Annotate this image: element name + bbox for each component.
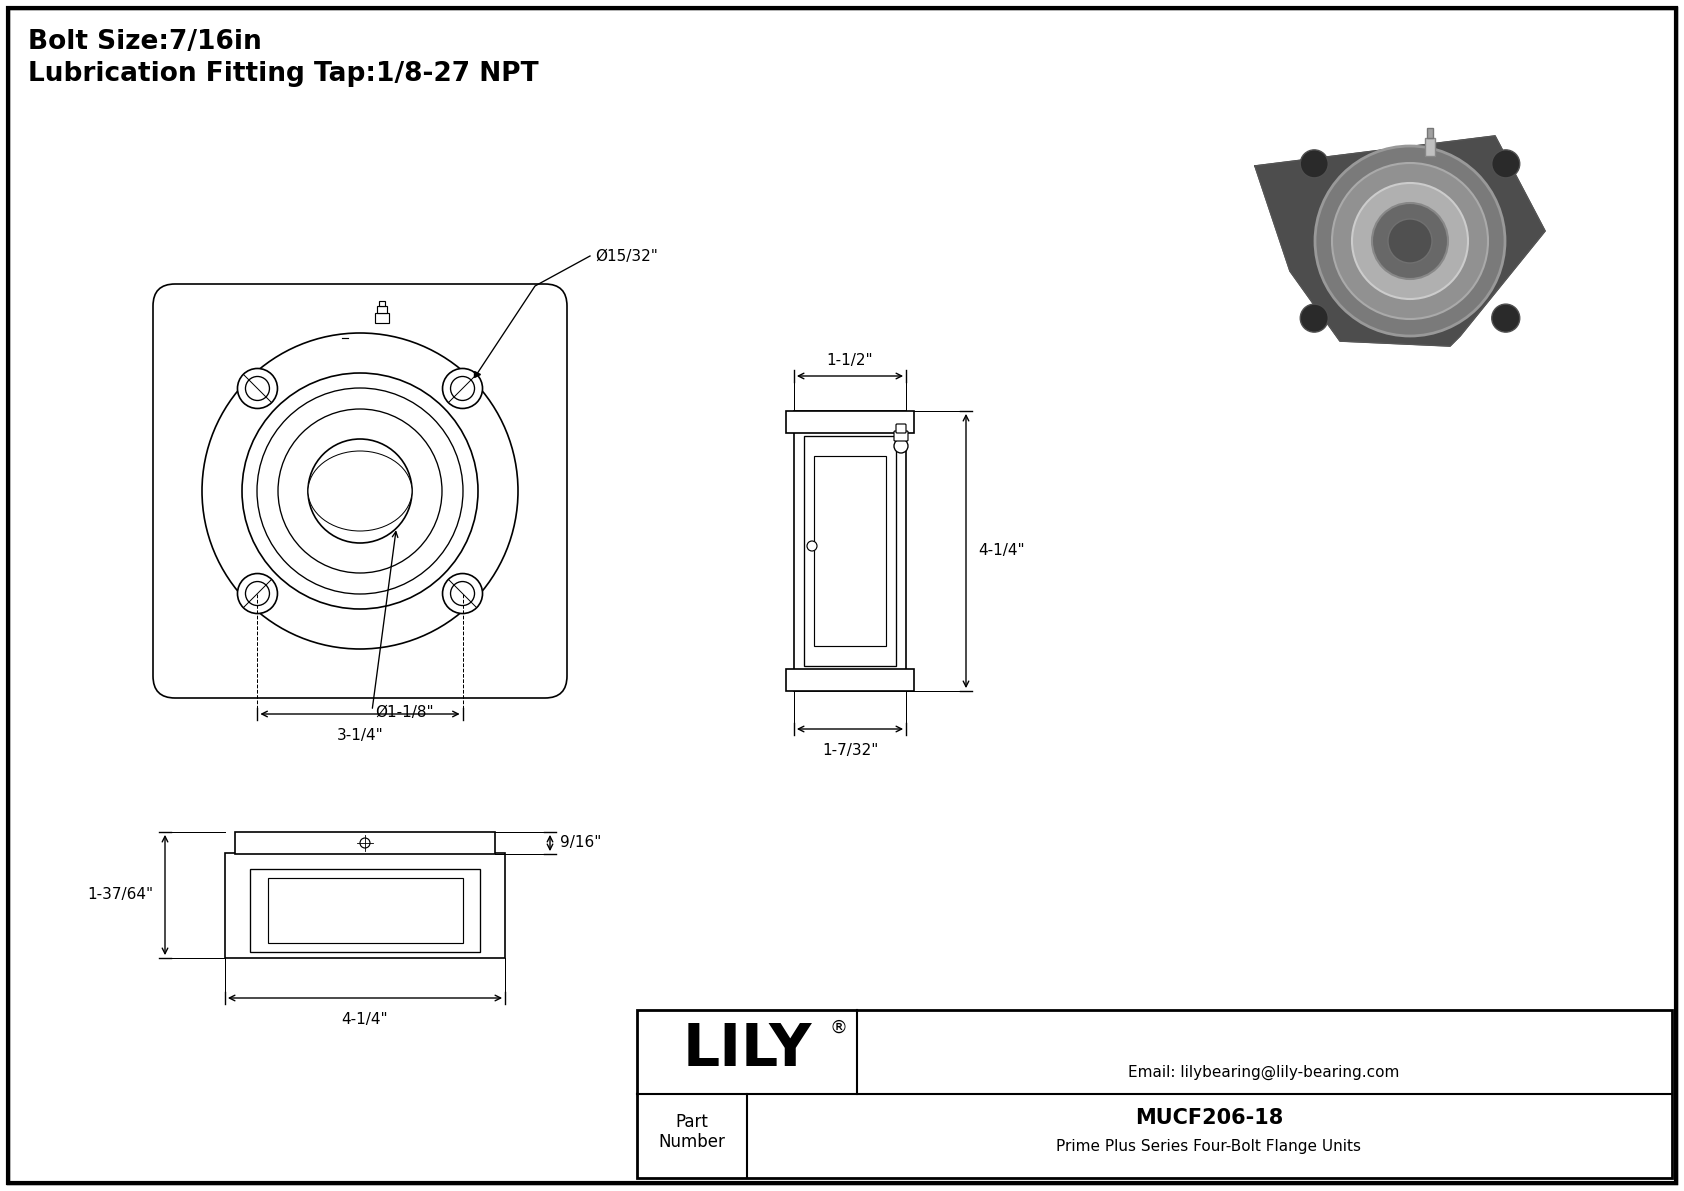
Bar bbox=[236, 833, 495, 854]
Text: Ø1-1/8": Ø1-1/8" bbox=[376, 705, 433, 721]
Bar bbox=[1426, 127, 1433, 138]
Circle shape bbox=[807, 541, 817, 551]
Text: MUCF206-18: MUCF206-18 bbox=[1135, 1108, 1283, 1128]
Text: Ø15/32": Ø15/32" bbox=[594, 249, 658, 263]
Circle shape bbox=[202, 333, 519, 649]
Bar bbox=[226, 853, 505, 958]
Circle shape bbox=[258, 388, 463, 594]
Text: 9/16": 9/16" bbox=[561, 836, 601, 850]
Circle shape bbox=[451, 581, 475, 605]
Bar bbox=[793, 411, 906, 691]
Circle shape bbox=[242, 373, 478, 609]
Circle shape bbox=[1492, 150, 1519, 177]
FancyBboxPatch shape bbox=[896, 424, 906, 434]
Bar bbox=[249, 869, 480, 952]
Text: Lubrication Fitting Tap:1/8-27 NPT: Lubrication Fitting Tap:1/8-27 NPT bbox=[29, 61, 539, 87]
Circle shape bbox=[237, 368, 278, 409]
Bar bbox=[813, 456, 886, 646]
Text: Part
Number: Part Number bbox=[658, 1112, 726, 1152]
FancyBboxPatch shape bbox=[153, 283, 568, 698]
Circle shape bbox=[1372, 202, 1448, 279]
Circle shape bbox=[1300, 150, 1329, 177]
Circle shape bbox=[443, 574, 483, 613]
Circle shape bbox=[246, 581, 269, 605]
Text: LILY: LILY bbox=[682, 1022, 812, 1079]
Circle shape bbox=[1352, 183, 1468, 299]
Circle shape bbox=[1315, 146, 1505, 336]
Bar bbox=[376, 313, 389, 323]
Circle shape bbox=[894, 439, 908, 453]
Bar bbox=[786, 411, 914, 434]
Bar bbox=[1425, 138, 1435, 156]
Text: ®: ® bbox=[830, 1019, 849, 1037]
Circle shape bbox=[1300, 304, 1329, 332]
FancyBboxPatch shape bbox=[894, 431, 908, 441]
Circle shape bbox=[246, 376, 269, 400]
Bar bbox=[637, 1010, 1672, 1178]
Ellipse shape bbox=[308, 451, 413, 531]
Bar bbox=[379, 301, 386, 306]
Circle shape bbox=[237, 574, 278, 613]
Text: 3-1/4": 3-1/4" bbox=[337, 728, 384, 743]
Bar bbox=[268, 878, 463, 943]
Bar bbox=[786, 669, 914, 691]
Circle shape bbox=[1332, 163, 1489, 319]
Text: Email: lilybearing@lily-bearing.com: Email: lilybearing@lily-bearing.com bbox=[1128, 1065, 1399, 1079]
Bar bbox=[803, 436, 896, 666]
Text: 1-1/2": 1-1/2" bbox=[827, 353, 874, 368]
Text: Bolt Size:7/16in: Bolt Size:7/16in bbox=[29, 29, 261, 55]
Text: 4-1/4": 4-1/4" bbox=[978, 543, 1024, 559]
Bar bbox=[377, 306, 387, 313]
Text: 4-1/4": 4-1/4" bbox=[342, 1012, 389, 1027]
Circle shape bbox=[1492, 304, 1519, 332]
Text: 1-37/64": 1-37/64" bbox=[88, 887, 153, 903]
Circle shape bbox=[278, 409, 441, 573]
Text: 1-7/32": 1-7/32" bbox=[822, 743, 877, 757]
Polygon shape bbox=[1255, 136, 1544, 347]
Text: Prime Plus Series Four-Bolt Flange Units: Prime Plus Series Four-Bolt Flange Units bbox=[1056, 1139, 1361, 1154]
Circle shape bbox=[451, 376, 475, 400]
Circle shape bbox=[308, 439, 413, 543]
Circle shape bbox=[1388, 219, 1431, 263]
Circle shape bbox=[360, 838, 370, 848]
Circle shape bbox=[443, 368, 483, 409]
